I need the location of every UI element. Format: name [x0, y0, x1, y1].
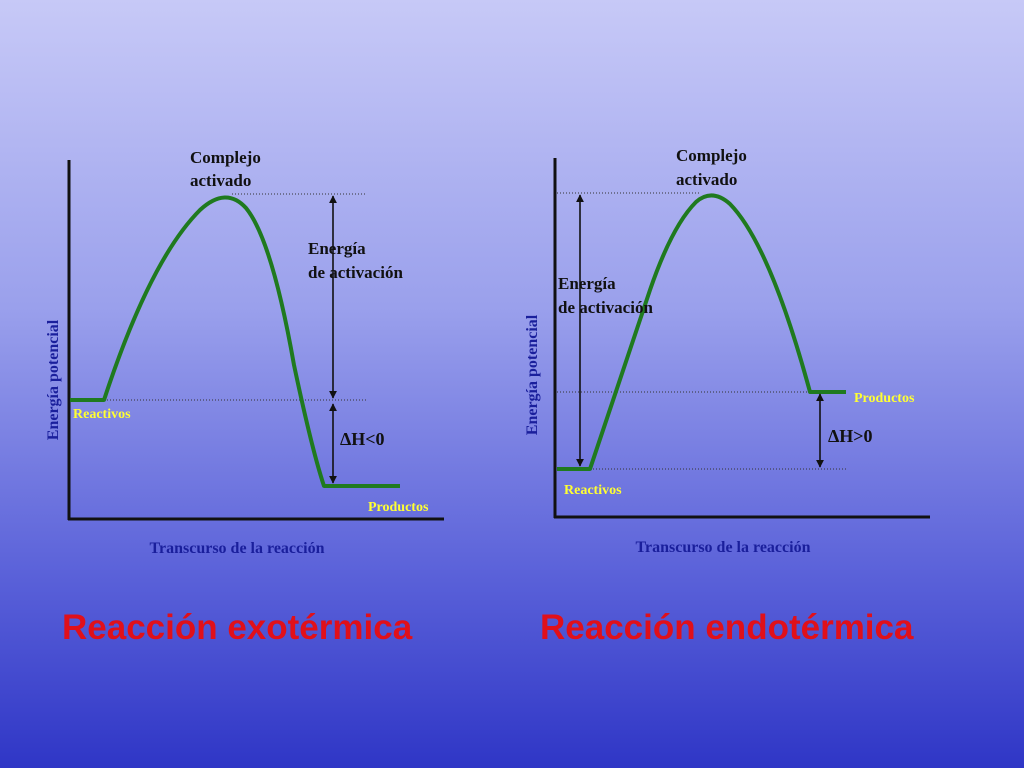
exo-complex-label-line1: Complejo: [190, 148, 261, 167]
exo-reactants-label: Reactivos: [73, 407, 131, 422]
exo-reaction-curve: [70, 195, 400, 488]
endo-activation-label-line1: Energía: [558, 274, 616, 293]
exo-activation-label-line2: de activación: [308, 263, 403, 282]
exo-x-axis-label: Transcurso de la reacción: [150, 540, 325, 557]
endo-complex-label-line2: activado: [676, 170, 737, 189]
endo-y-axis-label: Energía potencial: [524, 314, 541, 435]
exo-activation-label-line1: Energía: [308, 239, 366, 258]
endo-activation-label-line2: de activación: [558, 298, 653, 317]
endothermic-title: Reacción endotérmica: [540, 608, 914, 647]
endo-x-axis-label: Transcurso de la reacción: [636, 539, 811, 556]
exo-products-label: Productos: [368, 500, 429, 515]
endo-products-label: Productos: [854, 391, 915, 406]
endo-reaction-curve: [557, 193, 846, 471]
exothermic-diagram: Energía potencial Transcurso de la reacc…: [45, 148, 444, 557]
exothermic-title: Reacción exotérmica: [62, 608, 413, 647]
exo-complex-label-line2: activado: [190, 171, 251, 190]
endo-delta-h-label: ΔH>0: [828, 426, 873, 446]
endothermic-diagram: Energía potencial Transcurso de la reacc…: [524, 146, 930, 556]
exo-y-axis-label: Energía potencial: [45, 319, 62, 440]
endo-reactants-label: Reactivos: [564, 483, 622, 498]
endo-complex-label-line1: Complejo: [676, 146, 747, 165]
exo-delta-h-label: ΔH<0: [340, 429, 385, 449]
